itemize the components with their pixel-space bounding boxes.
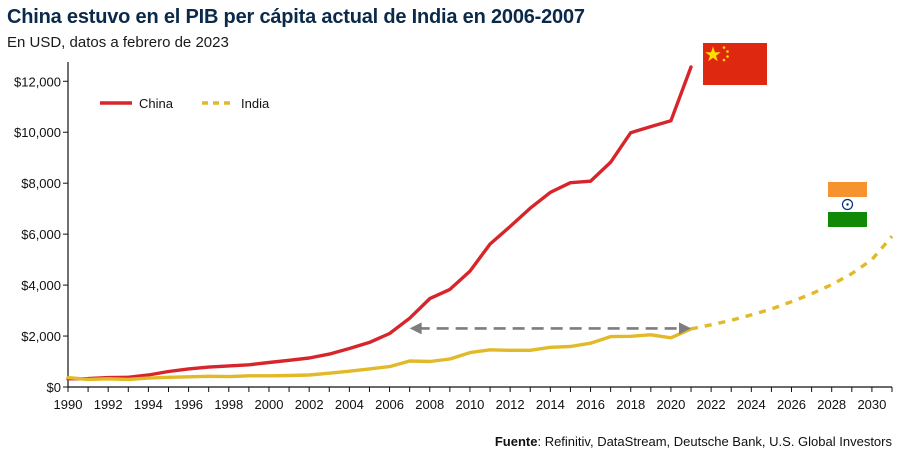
legend-label-india: India xyxy=(241,96,270,111)
chart-subtitle: En USD, datos a febrero de 2023 xyxy=(7,34,229,51)
comparison-arrow-right-head xyxy=(679,322,692,335)
x-tick-label: 2018 xyxy=(616,397,645,412)
series-line-india-projection xyxy=(690,235,894,331)
legend-label-china: China xyxy=(139,96,174,111)
series-line-china xyxy=(66,65,693,381)
comparison-arrow-left-head xyxy=(409,322,422,335)
x-tick-label: 2010 xyxy=(455,397,484,412)
source-label: Fuente xyxy=(494,434,538,449)
x-tick-label: 2028 xyxy=(817,397,846,412)
y-tick-label: $10,000 xyxy=(14,125,61,140)
x-tick-label: 1998 xyxy=(214,397,243,412)
x-tick-label: 2022 xyxy=(697,397,726,412)
series-line-india xyxy=(66,327,693,382)
x-tick-label: 2004 xyxy=(335,397,364,412)
y-tick-label: $4,000 xyxy=(21,278,61,293)
india-flag-icon xyxy=(828,182,867,227)
x-tick-label: 2006 xyxy=(375,397,404,412)
x-tick-label: 1996 xyxy=(174,397,203,412)
x-tick-label: 2026 xyxy=(777,397,806,412)
x-tick-label: 2000 xyxy=(255,397,284,412)
y-tick-label: $0 xyxy=(47,380,61,395)
x-tick-label: 2012 xyxy=(496,397,525,412)
china-flag-icon xyxy=(703,43,767,85)
x-tick-label: 2008 xyxy=(415,397,444,412)
y-tick-label: $8,000 xyxy=(21,176,61,191)
x-tick-label: 2020 xyxy=(656,397,685,412)
x-tick-label: 2002 xyxy=(295,397,324,412)
source-text: : Refinitiv, DataStream, Deutsche Bank, … xyxy=(537,434,892,449)
source-note: Fuente: Refinitiv, DataStream, Deutsche … xyxy=(495,434,892,449)
chart-title: China estuvo en el PIB per cápita actual… xyxy=(7,6,585,28)
y-tick-label: $12,000 xyxy=(14,74,61,89)
x-tick-label: 1990 xyxy=(54,397,83,412)
x-tick-label: 2024 xyxy=(737,397,766,412)
x-tick-label: 2030 xyxy=(857,397,886,412)
y-tick-label: $6,000 xyxy=(21,227,61,242)
x-tick-label: 2016 xyxy=(576,397,605,412)
y-tick-label: $2,000 xyxy=(21,329,61,344)
x-tick-label: 2014 xyxy=(536,397,565,412)
x-tick-label: 1994 xyxy=(134,397,163,412)
x-tick-label: 1992 xyxy=(94,397,123,412)
